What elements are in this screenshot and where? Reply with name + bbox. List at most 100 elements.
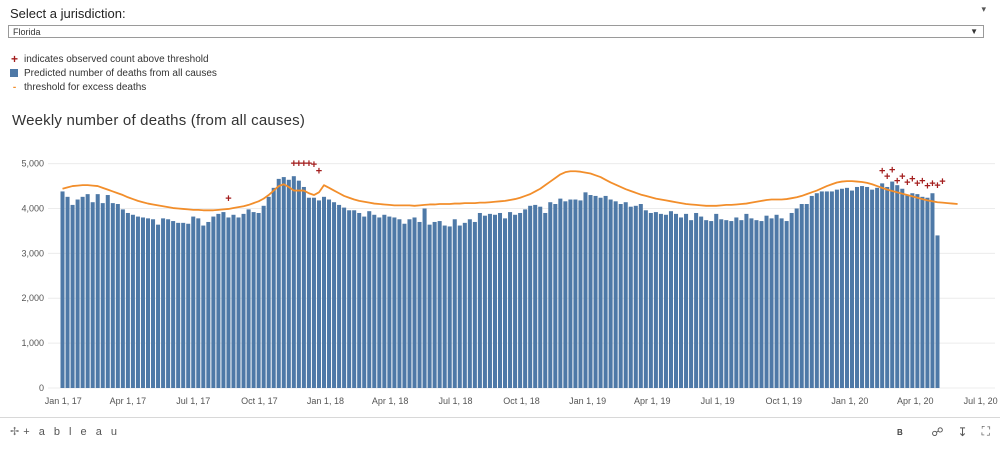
bar[interactable] bbox=[462, 222, 467, 388]
bar[interactable] bbox=[236, 217, 241, 388]
bar[interactable] bbox=[432, 221, 437, 388]
bar[interactable] bbox=[915, 194, 920, 388]
bar[interactable] bbox=[905, 195, 910, 388]
bar[interactable] bbox=[256, 212, 261, 388]
bar[interactable] bbox=[548, 202, 553, 388]
bar[interactable] bbox=[528, 205, 533, 388]
bar[interactable] bbox=[784, 221, 789, 388]
bar[interactable] bbox=[860, 186, 865, 388]
bar[interactable] bbox=[482, 215, 487, 388]
bar[interactable] bbox=[583, 192, 588, 388]
bar[interactable] bbox=[266, 196, 271, 388]
bar[interactable] bbox=[538, 206, 543, 388]
bar[interactable] bbox=[276, 178, 281, 388]
bar[interactable] bbox=[125, 212, 130, 388]
bar[interactable] bbox=[794, 208, 799, 389]
bar[interactable] bbox=[75, 199, 80, 388]
bar[interactable] bbox=[467, 219, 472, 388]
bar[interactable] bbox=[829, 191, 834, 388]
legend-item-threshold-line[interactable]: - threshold for excess deaths bbox=[9, 80, 217, 94]
bar[interactable] bbox=[251, 212, 256, 388]
bar[interactable] bbox=[156, 224, 161, 388]
bar[interactable] bbox=[221, 212, 226, 388]
bar[interactable] bbox=[311, 197, 316, 388]
bar[interactable] bbox=[301, 186, 306, 388]
bar[interactable] bbox=[206, 221, 211, 388]
bar[interactable] bbox=[357, 212, 362, 388]
bar[interactable] bbox=[653, 212, 658, 388]
bar[interactable] bbox=[145, 218, 151, 388]
bar[interactable] bbox=[694, 212, 699, 388]
bar[interactable] bbox=[673, 213, 679, 388]
bar[interactable] bbox=[920, 196, 925, 388]
bar[interactable] bbox=[321, 196, 327, 388]
bar[interactable] bbox=[296, 180, 301, 388]
bar[interactable] bbox=[492, 214, 497, 388]
bar[interactable] bbox=[417, 221, 422, 388]
bar[interactable] bbox=[809, 195, 814, 388]
bar[interactable] bbox=[729, 221, 734, 388]
bar[interactable] bbox=[523, 209, 528, 388]
bar[interactable] bbox=[663, 214, 668, 388]
bar[interactable] bbox=[593, 195, 598, 388]
bar[interactable] bbox=[402, 223, 407, 388]
bar[interactable] bbox=[709, 221, 714, 388]
tableau-logo[interactable]: ✢ + a b l e a u bbox=[10, 425, 120, 438]
bar[interactable] bbox=[342, 207, 347, 388]
bar[interactable] bbox=[140, 217, 145, 388]
bar[interactable] bbox=[372, 214, 377, 388]
bar[interactable] bbox=[844, 187, 849, 388]
bar[interactable] bbox=[865, 186, 870, 388]
bar[interactable] bbox=[598, 197, 603, 388]
download-icon[interactable]: ↧ bbox=[957, 424, 968, 439]
bar[interactable] bbox=[246, 209, 251, 388]
bar[interactable] bbox=[151, 219, 156, 388]
share-icon[interactable]: ☍ bbox=[931, 424, 944, 439]
bar[interactable] bbox=[658, 213, 663, 388]
bar[interactable] bbox=[628, 206, 633, 388]
bar[interactable] bbox=[130, 214, 135, 388]
bar[interactable] bbox=[95, 194, 100, 388]
bar[interactable] bbox=[392, 217, 397, 388]
collapse-icon[interactable]: ▾ bbox=[981, 4, 986, 14]
bar[interactable] bbox=[503, 218, 508, 388]
bar[interactable] bbox=[407, 219, 412, 388]
bar[interactable] bbox=[910, 193, 915, 388]
bar[interactable] bbox=[281, 177, 286, 388]
bar[interactable] bbox=[497, 212, 503, 388]
bar[interactable] bbox=[327, 199, 332, 388]
bar[interactable] bbox=[558, 198, 563, 388]
bar[interactable] bbox=[573, 199, 578, 388]
bar[interactable] bbox=[578, 200, 583, 388]
bar[interactable] bbox=[739, 220, 744, 388]
bar[interactable] bbox=[337, 204, 342, 388]
bar[interactable] bbox=[689, 220, 694, 388]
bar[interactable] bbox=[377, 217, 382, 388]
fullscreen-icon[interactable]: ⛶ bbox=[981, 424, 990, 438]
bar[interactable] bbox=[332, 202, 337, 388]
bar[interactable] bbox=[191, 216, 196, 388]
bar[interactable] bbox=[437, 221, 442, 388]
bar[interactable] bbox=[875, 187, 880, 388]
bar[interactable] bbox=[638, 204, 643, 388]
bar[interactable] bbox=[724, 220, 729, 388]
bar[interactable] bbox=[603, 195, 608, 388]
bar[interactable] bbox=[316, 200, 321, 388]
bar[interactable] bbox=[422, 208, 427, 389]
bar[interactable] bbox=[427, 224, 432, 388]
bar[interactable] bbox=[668, 211, 673, 388]
bar[interactable] bbox=[352, 210, 357, 388]
bar[interactable] bbox=[100, 203, 105, 388]
bar[interactable] bbox=[814, 193, 819, 388]
bar[interactable] bbox=[362, 216, 367, 388]
bar[interactable] bbox=[347, 210, 352, 388]
bar[interactable] bbox=[563, 201, 568, 388]
bar[interactable] bbox=[744, 213, 749, 388]
bar[interactable] bbox=[382, 214, 387, 388]
bar[interactable] bbox=[679, 217, 684, 388]
bar[interactable] bbox=[442, 225, 447, 388]
bar[interactable] bbox=[472, 221, 477, 388]
bar[interactable] bbox=[533, 204, 538, 388]
bar[interactable] bbox=[880, 183, 885, 388]
